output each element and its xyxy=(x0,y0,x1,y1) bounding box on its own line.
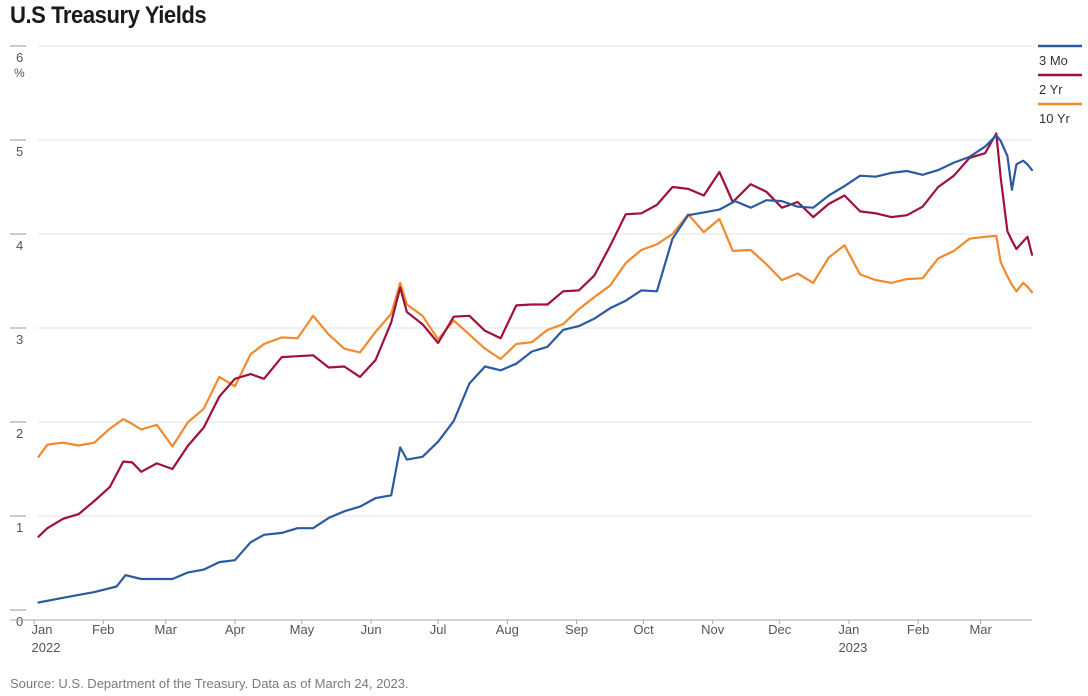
y-unit-label: % xyxy=(14,66,25,80)
x-tick-label-mar-2: Mar xyxy=(155,622,178,637)
y-tick-label-5: 5 xyxy=(16,144,23,159)
x-tick-label-jun-5: Jun xyxy=(361,622,382,637)
x-year-label-2022: 2022 xyxy=(32,640,61,655)
legend-label-2-yr: 2 Yr xyxy=(1039,82,1063,97)
x-year-label-2023: 2023 xyxy=(838,640,867,655)
x-tick-label-jan-12: Jan xyxy=(838,622,859,637)
x-tick-label-jan-0: Jan xyxy=(32,622,53,637)
y-tick-label-1: 1 xyxy=(16,520,23,535)
series-line-3-mo xyxy=(37,134,1034,604)
x-tick-label-may-4: May xyxy=(290,622,315,637)
gridlines xyxy=(38,45,1032,517)
x-tick-label-nov-10: Nov xyxy=(701,622,725,637)
chart-title: U.S Treasury Yields xyxy=(10,2,207,29)
series-line-2-yr xyxy=(37,132,1034,538)
x-tick-label-dec-11: Dec xyxy=(768,622,792,637)
source-note: Source: U.S. Department of the Treasury.… xyxy=(10,676,409,691)
x-tick-label-feb-13: Feb xyxy=(907,622,929,637)
x-tick-label-mar-14: Mar xyxy=(969,622,992,637)
y-tick-label-3: 3 xyxy=(16,332,23,347)
y-tick-label-0: 0 xyxy=(16,614,23,629)
legend-label-10-yr: 10 Yr xyxy=(1039,111,1071,126)
x-tick-label-jul-6: Jul xyxy=(430,622,447,637)
legend-label-3-mo: 3 Mo xyxy=(1039,53,1068,68)
series-lines xyxy=(37,132,1034,604)
x-tick-label-apr-3: Apr xyxy=(225,622,246,637)
y-axis: 0 1 2 3 4 5 6% xyxy=(10,45,26,629)
y-tick-label-2: 2 xyxy=(16,426,23,441)
y-tick-label-6: 6 xyxy=(16,50,23,65)
x-tick-label-feb-1: Feb xyxy=(92,622,114,637)
series-line-10-yr xyxy=(37,213,1034,458)
line-chart: 0 1 2 3 4 5 6% Jan 2022 Feb Mar Apr May Jun Jul Aug Sep… xyxy=(10,44,1082,655)
x-tick-label-sep-8: Sep xyxy=(565,622,588,637)
x-tick-label-oct-9: Oct xyxy=(633,622,654,637)
y-tick-label-4: 4 xyxy=(16,238,23,253)
legend: 3 Mo 2 Yr 10 Yr xyxy=(1038,44,1082,126)
x-tick-label-aug-7: Aug xyxy=(496,622,519,637)
x-axis: Jan 2022 Feb Mar Apr May Jun Jul Aug Sep Oct Nov Dec… xyxy=(10,619,1032,655)
